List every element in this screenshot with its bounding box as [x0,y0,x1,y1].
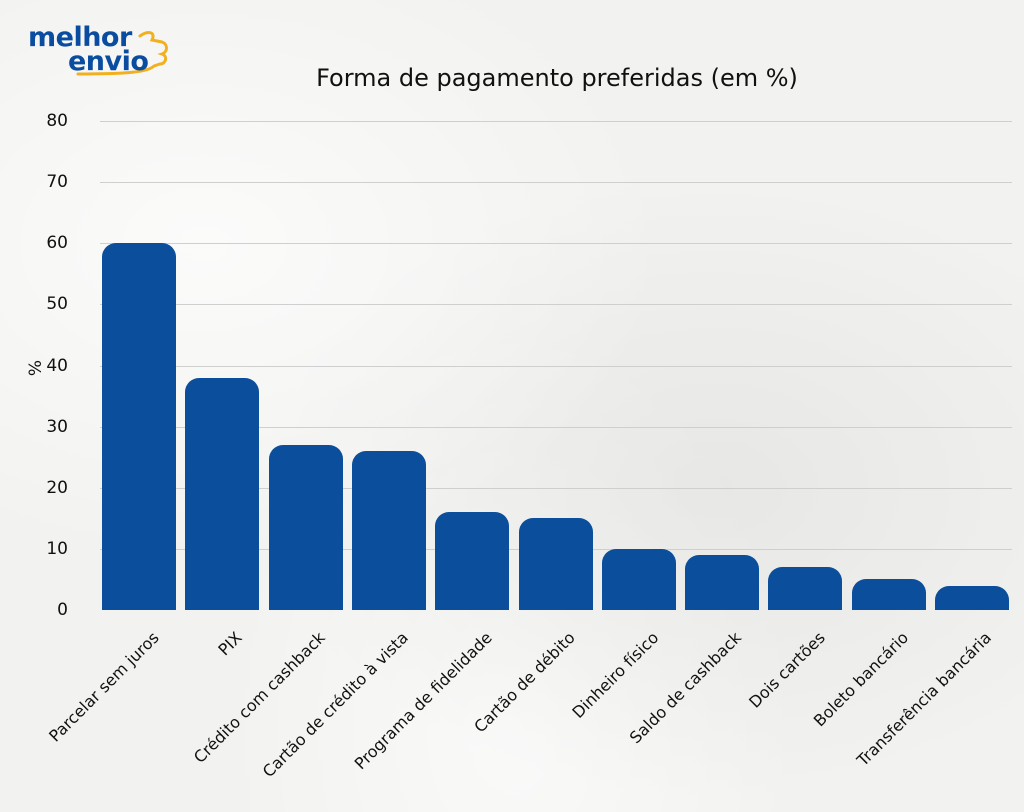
bar [685,555,760,610]
bar [435,512,510,610]
x-tick-label: Crédito com cashback [190,628,330,767]
bar [351,451,426,610]
y-tick-label: 60 [46,233,68,254]
x-tick-label: Cartão de crédito à vista [259,628,413,782]
bar [935,585,1009,610]
bar [268,444,343,610]
y-tick-label: 20 [46,477,68,498]
gridline [100,426,1012,428]
y-tick-label: 50 [46,294,68,315]
chart-title: Forma de pagamento preferidas (em %) [316,64,798,92]
plot-area: 0 10 20 30 40 50 60 70 80 [46,111,1012,620]
gridline [100,365,1012,367]
bar [851,579,926,610]
bar [518,518,593,610]
thumbs-up-icon [76,31,168,76]
gridline [100,121,1012,122]
bar [768,567,843,610]
bar [185,377,260,610]
x-tick-label: Dinheiro físico [568,628,663,722]
gridline [100,304,1012,306]
x-tick-label: Programa de fidelidade [350,628,496,774]
x-tick-label: Dois cartões [745,628,829,712]
y-tick-label: 70 [46,172,68,193]
gridline [100,487,1012,489]
x-tick-label: Transferência bancária [853,628,996,770]
x-tick-label: Parcelar sem juros [44,628,163,746]
y-tick-label: 30 [46,416,68,437]
melhor-envio-logo: melhor envio [28,22,178,82]
bar [601,548,676,610]
gridline [100,243,1012,245]
logo-line1: melhor [28,22,132,53]
y-tick-label: 0 [57,600,68,620]
gridline [100,182,1012,184]
y-tick-label: 40 [46,355,68,376]
x-tick-label: PIX [214,628,246,660]
y-tick-label: 10 [46,538,68,559]
bar [102,243,176,610]
y-tick-label: 80 [46,111,68,131]
logo-line2: envio [68,46,149,77]
